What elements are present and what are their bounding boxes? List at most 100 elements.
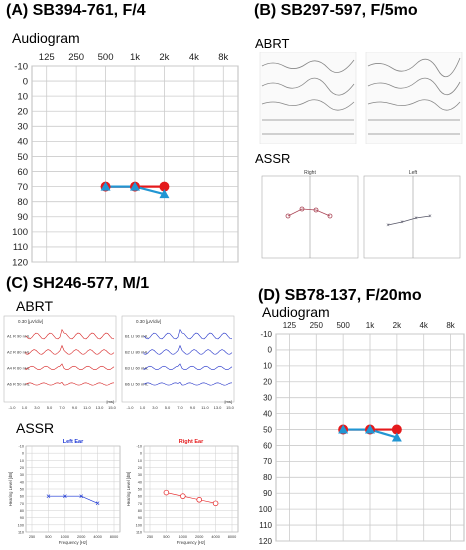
- panel-a-title: (A) SB394-761, F/4: [6, 2, 146, 19]
- y-tick-label: 100: [136, 523, 142, 527]
- circle-marker: [163, 489, 170, 496]
- panel-b-title: (B) SB297-597, F/5mo: [254, 2, 418, 19]
- assr-b-right-header: Right: [304, 170, 316, 176]
- y-tick-label: 60: [263, 441, 272, 450]
- y-tick-label: 120: [259, 537, 273, 546]
- audiogram-chart-a: 125 250 500 1k 2k 4k 8k -10 0 10 20 30 40 50 60 70 80 90 1…: [12, 52, 239, 266]
- abrt-trace-label: B1 LI 90 nHL: [125, 334, 149, 339]
- x-tick-label: 1000: [61, 535, 69, 539]
- x-tick-label: 250: [310, 321, 324, 330]
- ear-title: Right Ear: [179, 439, 204, 445]
- x-tick-label: 4000: [93, 535, 101, 539]
- y-tick-label: 80: [263, 473, 272, 482]
- assr-b-left-series: [387, 215, 431, 226]
- y-tick-label: 30: [20, 473, 24, 477]
- triangle-marker: [338, 424, 349, 434]
- abrt-b-right-group: [365, 52, 463, 144]
- y-tick-label: 70: [138, 502, 142, 506]
- abrt-trace: [143, 363, 233, 371]
- x-tick-label: 500: [98, 52, 114, 63]
- abrt-trace-label: B3 LI 60 nHL: [125, 366, 149, 371]
- x-tick-label: 1000: [179, 535, 187, 539]
- triangle-marker: [100, 181, 111, 191]
- ear-title: Left Ear: [63, 439, 84, 445]
- y-tick-label: 70: [17, 182, 28, 193]
- x-tick-label: 8000: [110, 535, 118, 539]
- abrt-trace-label: A6 R 50 nHL: [7, 382, 31, 387]
- abrt-x-tick: 1.0: [22, 405, 28, 410]
- triangle-marker: [159, 189, 170, 199]
- abrt-trace-label: A4 R 60 nHL: [7, 366, 31, 371]
- panel-c-abrt-label: ABRT: [16, 298, 54, 314]
- x-tick-label: 125: [39, 52, 55, 63]
- y-tick-label: 80: [138, 509, 142, 513]
- y-tick-label: 110: [136, 531, 142, 535]
- y-tick-label: 30: [17, 122, 28, 133]
- circle-marker: [196, 496, 202, 503]
- abrt-y-label: 0.30 [µV/div]: [136, 319, 161, 324]
- y-tick-label: 100: [12, 227, 28, 238]
- abrt-x-tick: 9.0: [72, 405, 78, 410]
- y-tick-label: 10: [138, 459, 142, 463]
- y-tick-label: 120: [12, 257, 28, 266]
- abrt-trace-label: A1 R 90 nHL: [7, 334, 31, 339]
- abrt-trace: [25, 363, 115, 371]
- y-tick-label: 90: [138, 516, 142, 520]
- abrt-x-tick: 3.0: [152, 405, 158, 410]
- y-tick-label: 60: [17, 167, 28, 178]
- series-line: [166, 492, 216, 504]
- y-axis-label: Hearing Level [dB]: [8, 472, 13, 506]
- abrt-x-tick: -1.0: [127, 405, 135, 410]
- y-tick-label: 40: [263, 409, 272, 418]
- y-tick-label: 110: [259, 521, 272, 530]
- y-tick-label: 0: [23, 76, 28, 87]
- circle-marker: [180, 493, 186, 499]
- abrt-trace: [25, 382, 115, 386]
- x-tick-label: 2k: [393, 321, 402, 330]
- abrt-x-tick: 7.0: [59, 405, 65, 410]
- y-tick-label: 20: [17, 107, 28, 118]
- x-tick-label: 250: [29, 535, 35, 539]
- y-tick-label: -10: [14, 61, 28, 72]
- assr-b-left-point: ×: [428, 214, 432, 220]
- x-tick-label: 4k: [189, 52, 199, 63]
- y-tick-label: 90: [263, 489, 272, 498]
- y-tick-label: 50: [138, 488, 142, 492]
- abrt-x-tick: 1.0: [140, 405, 146, 410]
- abrt-panel-c: 0.30 [µV/div] A1 R 90 nHL A2 R 80 nHL A4 R …: [3, 315, 235, 410]
- y-tick-label: 90: [17, 212, 28, 223]
- y-axis-label: Hearing Level [dB]: [126, 472, 131, 506]
- y-tick-label: 100: [18, 523, 24, 527]
- abrt-x-tick: 11.0: [201, 405, 209, 410]
- panel-a-subtitle: Audiogram: [12, 30, 80, 46]
- x-tick-label: 1k: [130, 52, 140, 63]
- abrt-x-tick: 15.0: [108, 405, 117, 410]
- y-tick-label: 20: [138, 466, 142, 470]
- abrt-x-unit: [ms]: [224, 399, 232, 404]
- abrt-trace-label: B6 LI 50 nHL: [125, 382, 149, 387]
- panel-c-assr-label: ASSR: [16, 420, 55, 436]
- x-tick-label: 500: [336, 321, 350, 330]
- panel-c-title: (C) SH246-577, M/1: [6, 275, 150, 292]
- x-tick-label: 125: [283, 321, 297, 330]
- x-axis-label: Frequency [Hz]: [59, 540, 87, 545]
- y-tick-label: -10: [137, 445, 143, 449]
- y-tick-label: 50: [263, 425, 272, 434]
- abrt-x-tick: 5.0: [47, 405, 53, 410]
- assr-b-right-point: [313, 207, 319, 213]
- y-tick-label: 60: [20, 495, 24, 499]
- x-tick-label: 1k: [366, 321, 375, 330]
- y-tick-label: 80: [20, 509, 24, 513]
- x-tick-label: 2000: [195, 535, 203, 539]
- panel-b-assr-label: ASSR: [255, 151, 291, 166]
- y-tick-label: 20: [263, 378, 272, 387]
- y-tick-label: 40: [20, 480, 24, 484]
- y-tick-label: 90: [20, 516, 24, 520]
- triangle-marker: [130, 181, 140, 191]
- abrt-trace-label: A2 R 80 nHL: [7, 350, 31, 355]
- series-line: [48, 495, 98, 504]
- y-tick-label: 30: [263, 393, 272, 402]
- x-tick-label: 8k: [218, 52, 228, 63]
- abrt-y-label: 0.30 [µV/div]: [18, 319, 43, 324]
- triangle-marker: [391, 432, 402, 442]
